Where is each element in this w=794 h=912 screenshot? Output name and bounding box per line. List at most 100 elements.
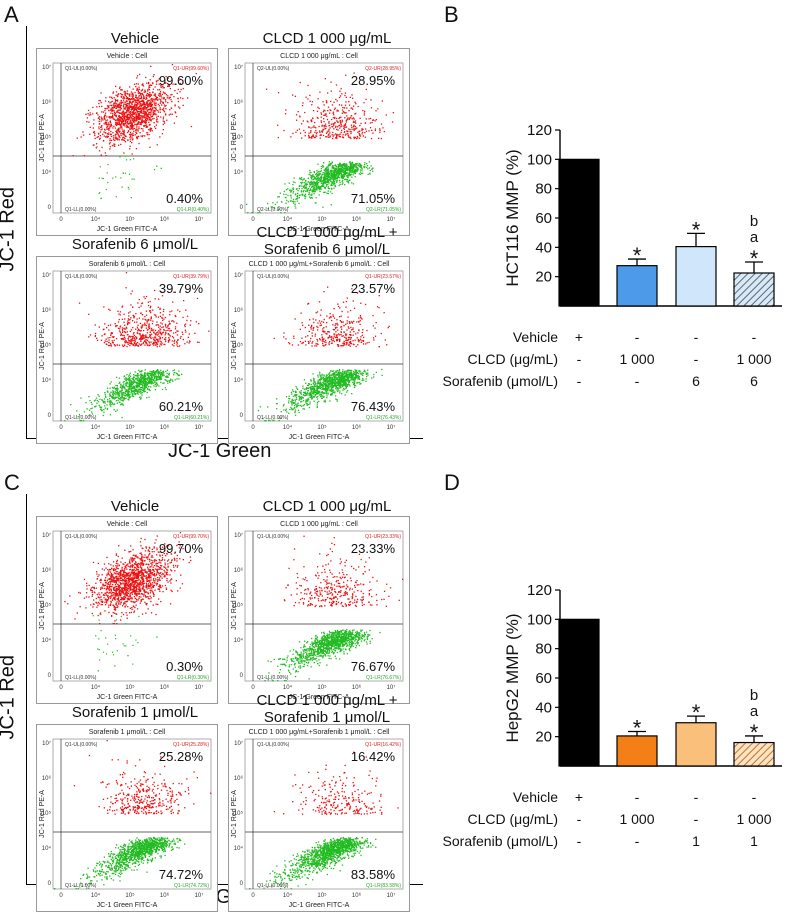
treatment-cell: 6 — [750, 373, 758, 389]
y-tick-label: 10⁶ — [42, 775, 52, 782]
significance-mark: * — [633, 243, 642, 268]
quadrant-ur-label: Q1-UR(16.42%) — [365, 742, 401, 748]
plot-title-2: CLCD 1 000 μg/mL — [262, 498, 392, 515]
quadrant-lr-label: Q1-LR(60.21%) — [174, 415, 209, 421]
scatter-points — [257, 286, 390, 422]
plot-area — [52, 270, 212, 422]
scatter-points — [246, 72, 394, 214]
x-tick-label: 0 — [251, 217, 255, 223]
y-axis-title: HCT116 MMP (%) — [503, 149, 522, 286]
x-axis-label: JC-1 Green FITC-A — [97, 902, 158, 909]
plot-area — [244, 270, 404, 422]
quadrant-ur-label: Q1-UR(39.79%) — [173, 274, 209, 280]
bar-4 — [733, 272, 775, 307]
treatment-cell: - — [694, 811, 699, 827]
plot-title-3: Sorafenib 1 μmol/L — [71, 704, 199, 721]
plot-area — [52, 530, 212, 682]
y-tick-label: 10⁴ — [234, 845, 244, 852]
treatment-cell: 6 — [692, 373, 700, 389]
quadrant-ll-label: Q1-LL(0.00%) — [257, 675, 289, 681]
quadrant-ur-label: Q1-UR(99.60%) — [173, 66, 209, 72]
y-tick-label: 10⁵ — [42, 810, 52, 817]
y-tick-label: 10⁷ — [234, 272, 243, 279]
x-tick-label: 10⁷ — [195, 424, 204, 431]
treatment-cell: + — [575, 789, 583, 805]
x-tick-label: 10⁴ — [283, 424, 293, 431]
bar-3 — [675, 722, 717, 767]
flow-plot-svg: Sorafenib 6 μmol/L : Cell Q1-UL(0.00%) Q1-… — [39, 261, 212, 441]
treatment-cell: - — [577, 351, 582, 367]
treatment-cell: 1 000 — [619, 811, 654, 827]
x-tick-label: 0 — [251, 893, 255, 899]
quadrant-ul-label: Q1-UL(0.00%) — [65, 274, 98, 280]
x-tick-label: 10⁴ — [91, 424, 101, 431]
quadrant-ur-percent: 23.57% — [351, 281, 396, 296]
quadrant-lr-percent: 76.43% — [351, 399, 396, 414]
plot-title-1: Vehicle — [110, 498, 160, 515]
y-tick-label: 10⁴ — [42, 637, 52, 644]
panel-letter-b: B — [444, 2, 459, 27]
plot-header: Vehicle : Cell — [107, 53, 148, 60]
x-tick-label: 10⁵ — [317, 424, 327, 431]
flow-plot-4: CLCD 1 000 μg/mL+Sorafenib 1 μmol/L : Ce… — [228, 724, 410, 912]
quadrant-ur-label: Q2-UR(28.95%) — [365, 66, 401, 72]
y-tick-label: 10⁴ — [234, 377, 244, 384]
quadrant-lr-percent: 0.30% — [166, 659, 203, 674]
y-axis-label: JC-1 Red PE-A — [231, 322, 238, 370]
y-tick-label: 10⁶ — [234, 307, 244, 314]
y-axis-label: JC-1 Red PE-A — [231, 790, 238, 838]
quadrant-lr-label: Q1-LR(83.58%) — [366, 883, 401, 889]
flow-plot-3: Sorafenib 6 μmol/L : Cell Q1-UL(0.00%) Q1-… — [36, 256, 218, 444]
plot-header: CLCD 1 000 μg/mL+Sorafenib 1 μmol/L : Ce… — [249, 729, 390, 736]
x-axis-label: JC-1 Green FITC-A — [97, 694, 158, 701]
bar-2 — [616, 265, 658, 307]
y-tick-label: 10⁴ — [42, 169, 52, 176]
scatter-points — [54, 740, 212, 890]
quadrant-ul-label: Q1-UL(0.00%) — [65, 66, 98, 72]
quadrant-ur-percent: 16.42% — [351, 749, 396, 764]
y-tick-label: 10⁵ — [234, 134, 244, 141]
quadrant-ur-percent: 39.79% — [159, 281, 204, 296]
quadrant-ul-label: Q1-UL(0.00%) — [257, 274, 290, 280]
y-tick-label: 40 — [535, 699, 552, 716]
y-tick-label: 60 — [535, 210, 552, 227]
plot-header: Sorafenib 6 μmol/L : Cell — [89, 261, 166, 268]
quadrant-ul-label: Q1-UL(0.00%) — [65, 534, 98, 540]
plot-title-4: CLCD 1 000 μg/mL + Sorafenib 6 μmol/L — [232, 224, 422, 258]
panel-c-frame — [26, 494, 423, 885]
quadrant-lr-percent: 74.72% — [159, 867, 204, 882]
bar-1 — [558, 618, 600, 767]
y-tick-label: 60 — [535, 670, 552, 687]
quadrant-ul-label: Q2-UL(0.00%) — [257, 66, 290, 72]
significance-mark: * — [692, 217, 701, 242]
panel-letter-d: D — [444, 470, 460, 495]
x-tick-label: 10⁷ — [195, 892, 204, 899]
flow-plot-svg: Sorafenib 1 μmol/L : Cell Q1-UL(0.00%) Q1-… — [39, 729, 212, 909]
quadrant-lr-label: Q1-LR(76.43%) — [366, 415, 401, 421]
quadrant-ur-percent: 25.28% — [159, 749, 204, 764]
y-tick-label: 80 — [535, 181, 552, 198]
treatment-cell: - — [635, 789, 640, 805]
flow-plot-svg: CLCD 1 000 μg/mL : Cell Q1-UL(0.00%) Q1-UR… — [231, 521, 404, 701]
treatment-cell: - — [577, 373, 582, 389]
x-tick-label: 10⁵ — [125, 684, 135, 691]
y-tick-label: 10⁴ — [234, 169, 244, 176]
scatter-points — [72, 64, 197, 200]
treatment-cell: 1 — [692, 833, 700, 849]
treatment-cell: - — [635, 833, 640, 849]
significance-mark: b — [750, 213, 758, 230]
flow-plot-2: CLCD 1 000 μg/mL : Cell Q1-UL(0.00%) Q1-UR… — [228, 516, 410, 704]
x-tick-label: 0 — [59, 893, 63, 899]
plot-title-3: Sorafenib 6 μmol/L — [71, 236, 199, 253]
x-tick-label: 10⁶ — [160, 684, 170, 691]
significance-mark: * — [750, 246, 759, 271]
panel-a-xlabel: JC-1 Green — [168, 440, 272, 462]
x-tick-label: 10⁴ — [91, 684, 101, 691]
x-tick-label: 10⁷ — [387, 216, 396, 223]
y-tick-label: 10⁶ — [42, 99, 52, 106]
plot-title-2: CLCD 1 000 μg/mL — [262, 30, 392, 47]
plot-title-line: Sorafenib 6 μmol/L — [263, 241, 391, 258]
quadrant-lr-label: Q2-LR(71.05%) — [366, 207, 401, 213]
x-tick-label: 0 — [251, 425, 255, 431]
y-tick-label: 10⁵ — [42, 342, 52, 349]
